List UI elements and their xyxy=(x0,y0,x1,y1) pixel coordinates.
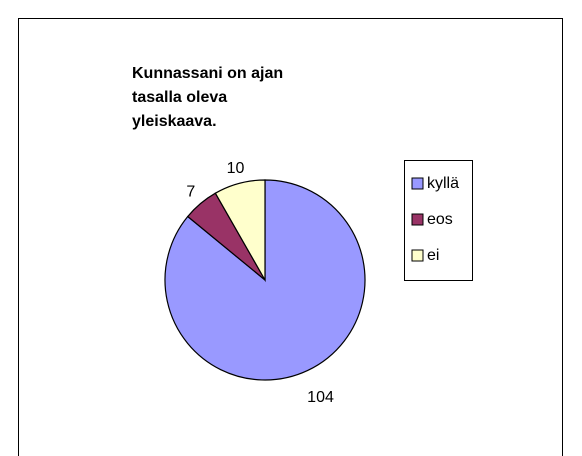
data-label: 10 xyxy=(227,160,245,177)
legend-label: eos xyxy=(427,211,453,228)
legend-label: kyllä xyxy=(427,175,459,192)
data-label: 104 xyxy=(307,389,334,406)
legend-swatch xyxy=(411,177,424,190)
data-label: 7 xyxy=(186,183,195,200)
pie-slice xyxy=(214,179,266,283)
chart-title: Kunnassani on ajan tasalla oleva yleiska… xyxy=(132,65,284,130)
legend-swatch xyxy=(411,249,424,262)
legend-swatch xyxy=(411,213,424,226)
legend-label: ei xyxy=(427,247,439,264)
